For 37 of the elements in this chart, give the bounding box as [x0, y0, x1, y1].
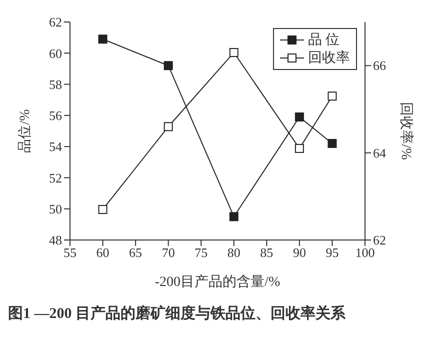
x-axis-title: -200目产品的含量/%	[154, 274, 280, 290]
y-tick-label: 60	[49, 46, 62, 61]
y-tick-label: 50	[49, 201, 62, 216]
y2-axis-title: 回收率/%	[398, 102, 414, 160]
x-tick-label: 75	[194, 245, 208, 260]
x-tick-label: 65	[129, 245, 142, 260]
legend-label: 回收率	[308, 49, 350, 67]
point	[294, 112, 304, 122]
point	[229, 212, 238, 222]
point	[328, 92, 337, 101]
y-tick-label: 56	[49, 108, 62, 124]
y-axis-title: 品位/%	[16, 108, 33, 153]
x-tick-label: 100	[355, 245, 375, 260]
x-tick-label: 80	[227, 245, 240, 260]
point	[98, 204, 108, 214]
point	[229, 48, 238, 58]
y-tick-label: 48	[49, 232, 62, 248]
x-tick-label: 85	[260, 245, 274, 260]
y-tick-label: 58	[49, 76, 62, 92]
y-tick-label: 54	[49, 139, 62, 154]
x-tick-label: 60	[96, 245, 110, 260]
y2-tick-label: 64	[373, 145, 386, 160]
y-tick-label: 52	[49, 170, 62, 186]
x-tick-label: 90	[292, 245, 306, 260]
point	[164, 61, 173, 70]
x-tick-label: 95	[326, 245, 339, 260]
legend-label: 品 位	[308, 32, 340, 49]
y2-tick-label: 66	[373, 58, 386, 74]
point	[328, 138, 337, 148]
point	[164, 122, 173, 132]
y2-tick-label: 62	[373, 232, 386, 248]
text: 图1 —200 目产品的磨矿细度与铁品位、回收率关系	[8, 304, 346, 323]
point	[294, 144, 304, 153]
x-tick-label: 55	[64, 245, 76, 260]
point	[98, 34, 108, 44]
x-tick-label: 70	[162, 245, 175, 260]
y-tick-label: 62	[49, 14, 62, 30]
